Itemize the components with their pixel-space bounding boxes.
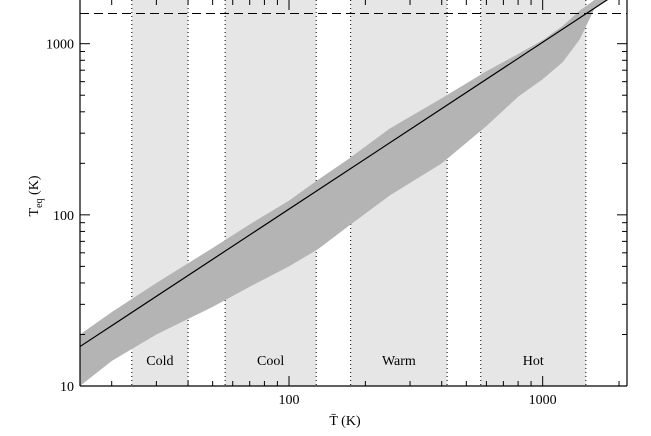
- y-tick-label-10: 10: [60, 380, 74, 395]
- x-axis-label: T̄ (K): [329, 413, 361, 429]
- x-tick-label-1000: 1000: [529, 393, 557, 408]
- y-axis-label-unit: (K): [27, 175, 42, 198]
- region-label-cold: Cold: [146, 354, 173, 369]
- axis-ticks: [80, 0, 627, 387]
- region-label-hot: Hot: [523, 354, 544, 369]
- spread-band: [80, 0, 608, 386]
- axis-tick-labels: 100 1000 10 100 1000: [46, 38, 557, 408]
- y-axis-label-main: T: [27, 207, 42, 216]
- region-shading-layer: [131, 0, 587, 386]
- region-label-warm: Warm: [382, 354, 416, 369]
- lines-layer: [80, 0, 627, 348]
- y-tick-label-100: 100: [53, 209, 74, 224]
- x-tick-label-100: 100: [279, 393, 300, 408]
- y-axis-label: Teq (K): [27, 175, 45, 216]
- y-axis-label-sub: eq: [34, 198, 45, 207]
- axes-frame: [79, 0, 628, 387]
- spread-band-layer: [80, 0, 608, 386]
- equality-line: [80, 0, 609, 348]
- y-tick-label-1000: 1000: [46, 38, 74, 53]
- region-label-cool: Cool: [257, 354, 284, 369]
